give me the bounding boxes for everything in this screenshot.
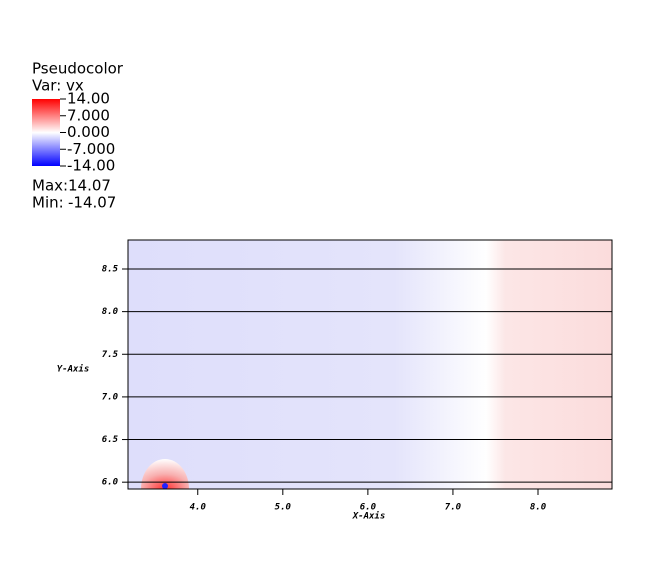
min-label: Min: [32,194,64,212]
x-tick-label: 7.0 [445,503,462,513]
legend-title: Pseudocolor [32,60,124,78]
x-axis-label: X-Axis [352,511,386,522]
legend-tick-label: 7.000 [67,106,110,124]
legend-tick-label: 0.000 [67,123,110,141]
field-sink [162,483,168,489]
max-label: Max: [32,177,68,195]
x-tick-label: 8.0 [530,503,547,513]
legend-tick-label: -14.00 [67,157,115,175]
field-blob [141,459,189,489]
legend-tick-label: 14.00 [67,90,110,108]
y-tick-label: 8.5 [102,264,119,274]
colorbar [32,99,60,166]
y-tick-label: 6.5 [102,435,119,445]
y-tick-label: 8.0 [102,307,119,317]
min-value: -14.07 [68,194,116,212]
y-tick-label: 7.0 [102,392,119,402]
x-tick-label: 6.0 [360,503,377,513]
y-axis-label: Y-Axis [57,364,90,375]
legend-tick-label: -7.000 [67,140,115,158]
x-tick-label: 5.0 [275,503,292,513]
x-tick-label: 4.0 [190,503,207,513]
legend-variable: Var: vx [32,77,84,95]
max-value: 14.07 [68,177,111,195]
y-tick-label: 7.5 [102,350,119,360]
y-tick-label: 6.0 [102,478,119,488]
plot-frame [127,239,613,490]
field [128,240,612,489]
